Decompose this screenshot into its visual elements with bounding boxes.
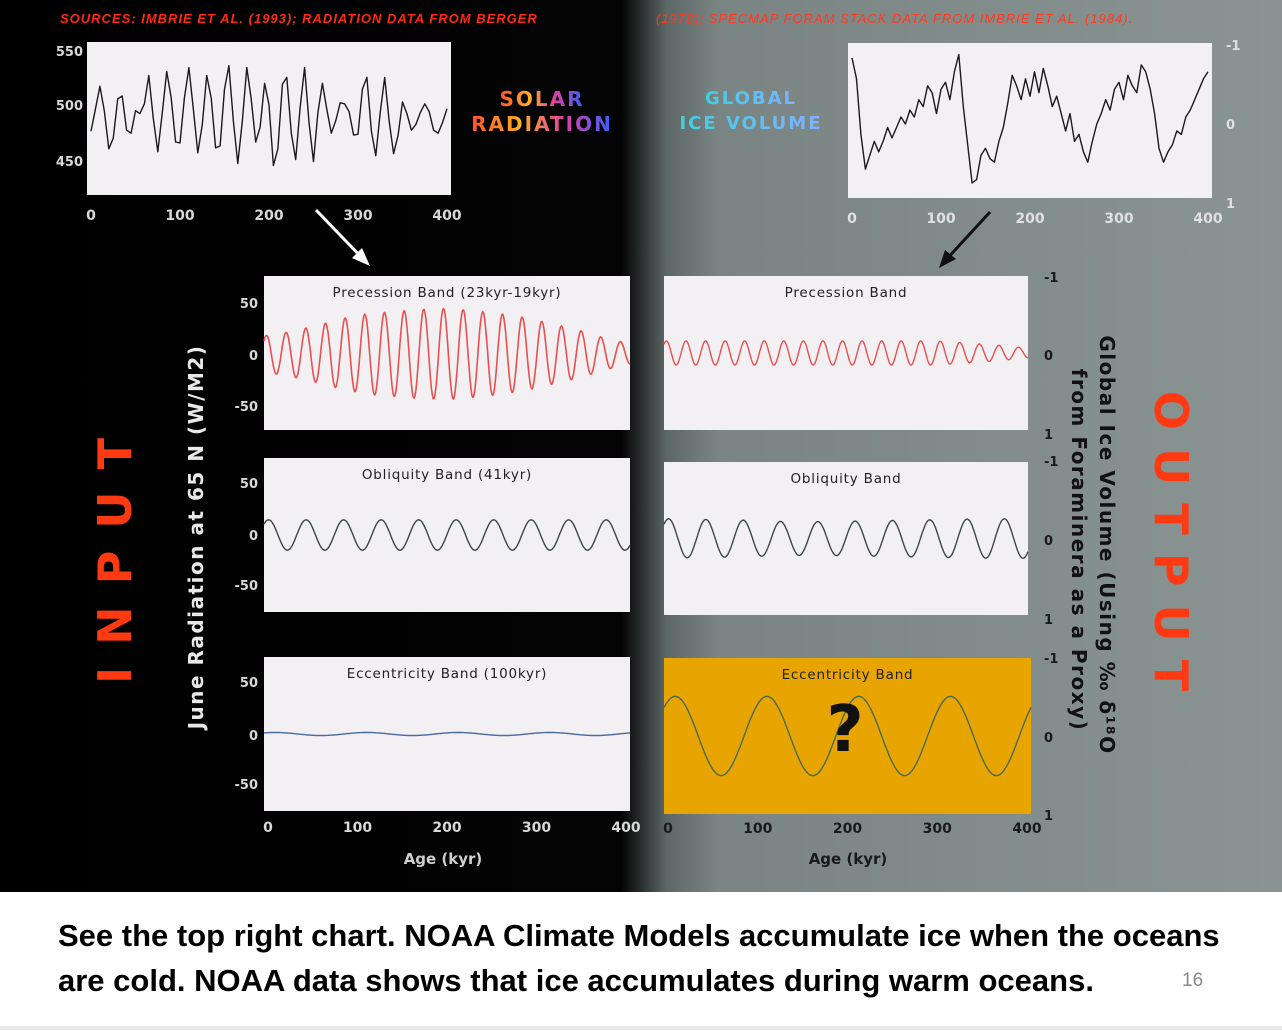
solar_radiation-y-tick-label: 450 xyxy=(56,155,83,170)
input_obliquity-y-tick-label: -50 xyxy=(235,579,259,594)
output_precession-y-tick-label: -1 xyxy=(1044,271,1058,286)
input-label: INPUT xyxy=(88,416,142,684)
input_obliquity-series-line xyxy=(263,519,631,551)
output_eccentricity-y-tick-label: 0 xyxy=(1044,731,1053,746)
input_eccentricity-y-tick-label: 0 xyxy=(249,729,258,744)
input_precession-y-tick-label: -50 xyxy=(235,400,259,415)
solar_radiation-x-tick-label: 100 xyxy=(165,208,194,224)
input_precession-y-tick-label: 50 xyxy=(240,297,258,312)
output_precession-y-tick-label: 0 xyxy=(1044,349,1053,364)
solar_radiation-x-tick-label: 300 xyxy=(343,208,372,224)
global_ice_volume-y-tick-label: 1 xyxy=(1226,197,1235,212)
global_ice_volume-panel xyxy=(848,43,1212,198)
output-label: OUTPUT xyxy=(1144,391,1198,709)
ice-heading-line2: ICE VOLUME xyxy=(679,113,822,134)
input_eccentricity-x-tick-label: 0 xyxy=(263,820,273,836)
input_precession-title: Precession Band (23kyr-19kyr) xyxy=(333,285,562,301)
solar_radiation-y-tick-label: 500 xyxy=(56,99,83,114)
solar_radiation-panel xyxy=(87,42,451,195)
global_ice_volume-y-tick-label: 0 xyxy=(1226,118,1235,133)
output_eccentricity-y-tick-label: -1 xyxy=(1044,652,1058,667)
input_precession-panel xyxy=(264,276,630,430)
output_eccentricity-y-tick-label: 1 xyxy=(1044,809,1053,824)
solar_radiation-x-tick-label: 200 xyxy=(254,208,283,224)
solar_radiation-series-line xyxy=(90,64,448,167)
output_eccentricity-x-tick-label: 0 xyxy=(663,821,673,837)
arrow-to-output-shaft xyxy=(942,210,992,264)
climate-figure: SOURCES: IMBRIE ET AL. (1993); RADIATION… xyxy=(0,0,1282,892)
solar_radiation-y-tick-label: 550 xyxy=(56,45,83,60)
solar_radiation-x-tick-label: 0 xyxy=(86,208,96,224)
arrow-to-output-head xyxy=(939,250,956,268)
input_eccentricity-x-tick-label: 400 xyxy=(611,820,640,836)
sources-text-part1: SOURCES: IMBRIE ET AL. (1993); RADIATION… xyxy=(60,11,538,26)
slide-number: 16 xyxy=(1182,970,1204,991)
input_eccentricity-y-tick-label: 50 xyxy=(240,676,258,691)
output_obliquity-title: Obliquity Band xyxy=(790,471,901,487)
output_eccentricity-panel xyxy=(664,658,1031,814)
output_obliquity-series-line xyxy=(663,518,1029,559)
output_obliquity-y-tick-label: 1 xyxy=(1044,613,1053,628)
output_obliquity-y-tick-label: -1 xyxy=(1044,455,1058,470)
caption-line2: are cold. NOAA data shows that ice accum… xyxy=(58,963,1094,998)
output_eccentricity-x-tick-label: 300 xyxy=(923,821,952,837)
input_obliquity-y-tick-label: 0 xyxy=(249,529,258,544)
right-axis-label-line1: Global Ice Volume (Using ‰ δ¹⁸O xyxy=(1095,335,1119,754)
solar-heading-line1: SOLAR xyxy=(499,87,584,111)
ice-heading-line1: GLOBAL xyxy=(705,88,797,109)
output_eccentricity-x-tick-label: 200 xyxy=(833,821,862,837)
input_eccentricity-x-tick-label: 300 xyxy=(522,820,551,836)
input_eccentricity-x-tick-label: 200 xyxy=(432,820,461,836)
unknown-response-question-mark: ? xyxy=(826,693,863,767)
input_precession-series-line xyxy=(263,307,631,400)
arrow-to-input-head xyxy=(352,248,370,266)
input_obliquity-title: Obliquity Band (41kyr) xyxy=(362,467,532,483)
global_ice_volume-x-tick-label: 0 xyxy=(847,211,857,227)
output_eccentricity-series-line xyxy=(663,695,1032,777)
output_precession-y-tick-label: 1 xyxy=(1044,428,1053,443)
output_eccentricity-x-tick-label: 100 xyxy=(743,821,772,837)
left-axis-label: June Radiation at 65 N (W/M2) xyxy=(184,345,208,732)
solar_radiation-x-tick-label: 400 xyxy=(432,208,461,224)
input_eccentricity-x-tick-label: 100 xyxy=(343,820,372,836)
slide-caption: See the top right chart. NOAA Climate Mo… xyxy=(58,913,1238,1003)
global_ice_volume-y-tick-label: -1 xyxy=(1226,39,1240,54)
global_ice_volume-x-tick-label: 100 xyxy=(926,211,955,227)
bottom-divider xyxy=(0,1026,1282,1030)
input_eccentricity-title: Eccentricity Band (100kyr) xyxy=(347,666,548,682)
output_eccentricity-x-tick-label: 400 xyxy=(1012,821,1041,837)
global_ice_volume-series-line xyxy=(851,53,1209,184)
output_eccentricity-title: Eccentricity Band xyxy=(782,667,914,683)
global_ice_volume-x-tick-label: 300 xyxy=(1104,211,1133,227)
output_obliquity-y-tick-label: 0 xyxy=(1044,534,1053,549)
output-x-axis-title: Age (kyr) xyxy=(809,850,888,868)
output_precession-series-line xyxy=(663,340,1029,366)
input_obliquity-y-tick-label: 50 xyxy=(240,477,258,492)
output_precession-title: Precession Band xyxy=(785,285,908,301)
input_eccentricity-series-line xyxy=(263,731,631,737)
solar-heading-line2: RADIATION xyxy=(471,112,613,136)
caption-line1: See the top right chart. NOAA Climate Mo… xyxy=(58,918,1220,953)
global_ice_volume-x-tick-label: 400 xyxy=(1193,211,1222,227)
output_precession-panel xyxy=(664,276,1028,430)
input_precession-y-tick-label: 0 xyxy=(249,349,258,364)
sources-text-part2: (1978); SPECMAP FORAM STACK DATA FROM IM… xyxy=(656,11,1133,26)
input-x-axis-title: Age (kyr) xyxy=(404,850,483,868)
input_eccentricity-y-tick-label: -50 xyxy=(235,778,259,793)
global_ice_volume-x-tick-label: 200 xyxy=(1015,211,1044,227)
right-axis-label-line2: from Foraminera as a Proxy) xyxy=(1067,369,1091,732)
